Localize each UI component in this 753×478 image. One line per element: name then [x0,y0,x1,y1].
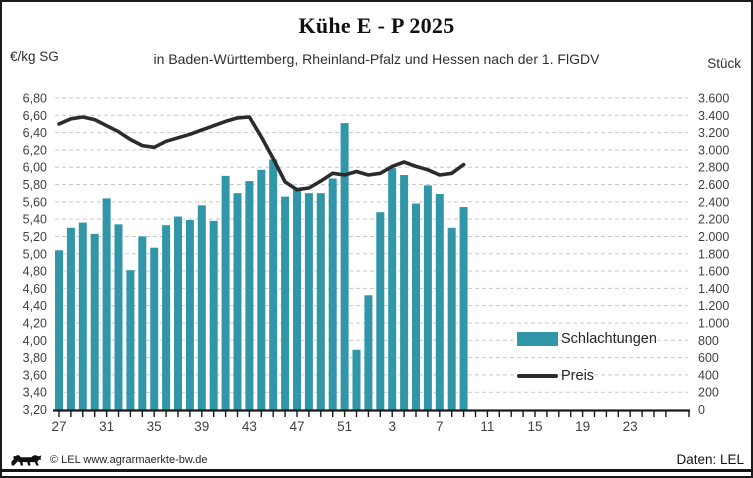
svg-text:4,60: 4,60 [23,282,47,296]
svg-text:6,00: 6,00 [23,161,47,175]
svg-text:4,20: 4,20 [23,316,47,330]
svg-text:23: 23 [623,419,638,434]
svg-text:31: 31 [99,419,114,434]
x-axis-tick-labels: 27 31 35 39 43 47 51 3 7 11 15 19 23 [51,419,637,434]
svg-text:1.200: 1.200 [698,299,729,313]
svg-text:3,20: 3,20 [23,403,47,417]
footer-divider [0,469,753,472]
svg-text:47: 47 [289,419,304,434]
chart-subtitle: in Baden-Württemberg, Rheinland-Pfalz un… [153,51,600,67]
svg-text:2.800: 2.800 [698,161,729,175]
data-source-text: Daten: LEL [676,452,744,467]
svg-text:19: 19 [575,419,590,434]
svg-text:400: 400 [698,368,719,382]
svg-text:6,80: 6,80 [23,92,47,106]
x-axis-ticks [58,411,690,417]
svg-text:2.600: 2.600 [698,178,729,192]
svg-text:39: 39 [194,419,209,434]
svg-text:3.600: 3.600 [698,92,729,106]
bw-lion-logo-icon [11,454,42,465]
svg-text:3: 3 [388,419,396,434]
svg-text:1.600: 1.600 [698,265,729,279]
svg-text:3,60: 3,60 [23,368,47,382]
svg-text:27: 27 [51,419,66,434]
svg-text:3.200: 3.200 [698,126,729,140]
svg-text:200: 200 [698,386,719,400]
svg-text:3,80: 3,80 [23,351,47,365]
svg-text:5,60: 5,60 [23,195,47,209]
chart-legend: Schlachtungen Preis [517,330,697,404]
svg-text:35: 35 [147,419,162,434]
right-axis-unit: Stück [707,56,741,71]
svg-text:1.800: 1.800 [698,247,729,261]
svg-text:43: 43 [242,419,257,434]
schlachtungen-bars [55,123,468,411]
svg-text:4,80: 4,80 [23,265,47,279]
svg-text:6,20: 6,20 [23,143,47,157]
svg-text:6,40: 6,40 [23,126,47,140]
svg-text:11: 11 [480,419,494,434]
left-axis-unit: €/kg SG [10,49,59,64]
svg-text:4,00: 4,00 [23,334,47,348]
svg-text:2.400: 2.400 [698,195,729,209]
right-axis-tick-labels: 0 200 400 600 800 1.000 1.200 1.400 1.600 1.800 2.… [698,92,729,418]
svg-text:3.400: 3.400 [698,109,729,123]
svg-text:5,20: 5,20 [23,230,47,244]
svg-text:3,40: 3,40 [23,386,47,400]
preis-line [57,115,466,192]
legend-item-schlachtungen: Schlachtungen [517,330,697,348]
svg-text:5,40: 5,40 [23,213,47,227]
footer-left: © LEL www.agrarmaerkte-bw.de [10,451,208,469]
svg-text:2.200: 2.200 [698,213,729,227]
svg-text:15: 15 [527,419,542,434]
svg-text:800: 800 [698,334,719,348]
svg-text:2.000: 2.000 [698,230,729,244]
svg-text:5,80: 5,80 [23,178,47,192]
line-swatch-icon [517,374,558,378]
svg-text:7: 7 [436,419,444,434]
legend-label-schlachtungen: Schlachtungen [561,331,657,347]
svg-text:6,60: 6,60 [23,109,47,123]
copyright-text: © LEL www.agrarmaerkte-bw.de [50,454,208,466]
svg-text:1.000: 1.000 [698,316,729,330]
legend-label-preis: Preis [561,368,595,384]
svg-text:5,00: 5,00 [23,247,47,261]
svg-text:51: 51 [337,419,352,434]
svg-text:3.000: 3.000 [698,143,729,157]
chart-title: Kühe E - P 2025 [298,13,455,38]
left-axis-tick-labels: 3,20 3,40 3,60 3,80 4,00 4,20 4,40 4,60 4,80 5,00… [23,92,47,418]
svg-text:0: 0 [698,403,705,417]
svg-text:1.400: 1.400 [698,282,729,296]
bar-swatch-icon [517,332,558,346]
svg-text:4,40: 4,40 [23,299,47,313]
svg-text:600: 600 [698,351,719,365]
legend-item-preis: Preis [517,367,697,385]
